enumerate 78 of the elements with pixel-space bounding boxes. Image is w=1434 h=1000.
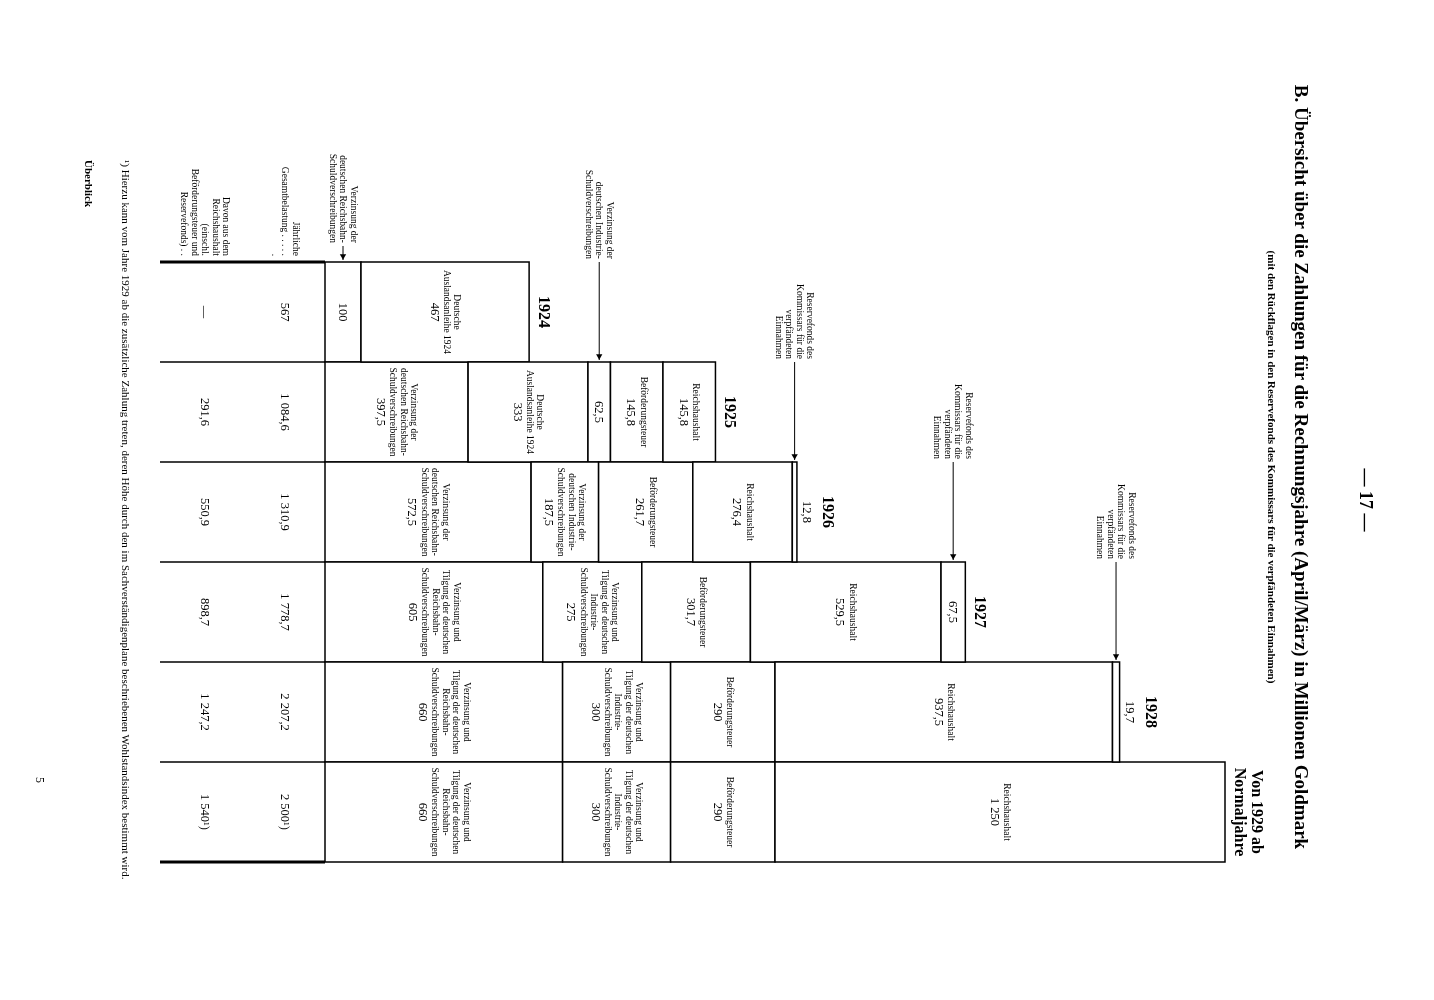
total-label: 1 310,9 — [278, 493, 292, 531]
text: 5 — [33, 777, 47, 783]
data-label: 67,5 — [946, 601, 961, 623]
data-label: 290 — [710, 702, 725, 722]
series-label: Verzinsung der deutschen Industrie-Schuldverschreibungen — [556, 467, 588, 557]
text: Verzinsung der deutschen Industrie-Schuldverschreibungen — [583, 169, 615, 259]
text: Deutsche Auslandsanleihe 1924 — [524, 369, 546, 455]
data-label: 605 — [405, 602, 420, 622]
total-label: 567 — [278, 302, 292, 322]
text: Überblick — [83, 160, 95, 208]
y-tick-label: 1927 — [972, 596, 990, 628]
y-tick-label: 1928 — [1142, 696, 1160, 728]
total-label: 1 084,6 — [278, 393, 292, 431]
data-label: 333 — [510, 402, 525, 422]
text: Reichshaushalt — [1002, 783, 1012, 841]
text: Reichshaushalt — [847, 583, 858, 641]
text: Reichshaushalt — [744, 483, 755, 541]
total-label: 1 778,7 — [278, 593, 292, 631]
data-label: 290 — [710, 802, 725, 822]
total-label: 2 207,2 — [278, 693, 292, 731]
y-tick-label: 1924 — [536, 296, 554, 328]
text: Jährliche Gesamtbelastung . . . . . . — [269, 166, 301, 256]
total-label: 2 500¹) — [278, 793, 292, 831]
data-label: 19,7 — [1122, 701, 1137, 723]
series-label: Deutsche Auslandsanleihe 1924 — [441, 269, 463, 355]
data-label: 62,5 — [592, 401, 607, 423]
data-label: 572,5 — [405, 497, 420, 527]
text: 1 247,2 — [198, 693, 212, 731]
text: Verzinsung der deutschen Reichsbahn-Schuldverschreibungen — [327, 153, 359, 243]
data-label: 301,7 — [683, 597, 698, 627]
text: Davon aus dem Reichshaushalt (einschl. Beförderungsteuer und Reservefonds) . . — [178, 168, 231, 257]
data-label: 145,8 — [676, 397, 691, 427]
series-label: Beförderungsteuer — [638, 376, 649, 449]
text: Verzinsung und Tilgung der deutschen Reichsbahn-Schuldverschreibungen — [430, 667, 472, 757]
series-label: Reichshaushalt — [691, 383, 702, 442]
text: 898,7 — [198, 597, 212, 627]
data-label: 397,5 — [373, 397, 388, 427]
data-label: 12,8 — [799, 501, 814, 523]
y-tick-label: 1926 — [819, 496, 837, 528]
data-label: 1 250 — [987, 797, 1002, 827]
text: Verzinsung und Tilgung der deutschen Reichsbahn-Schuldverschreibungen — [430, 767, 472, 857]
data-label: 261,7 — [633, 497, 648, 527]
text: — — [198, 304, 212, 319]
text: Verzinsung und Tilgung der deutschen Industrie-Schuldverschreibungen — [602, 767, 645, 857]
y-tick-label: 1925 — [722, 396, 740, 428]
data-label: 300 — [588, 802, 603, 822]
data-label: 660 — [415, 702, 430, 722]
text: Verzinsung der deutschen Reichsbahn-Schuldverschreibungen — [388, 367, 420, 457]
series-label: Verzinsung und Tilgung der deutschen Industrie-Schuldverschreibungen — [578, 567, 621, 657]
data-label: 145,8 — [624, 397, 639, 427]
text: Verzinsung und Tilgung der deutschen Industrie-Schuldverschreibungen — [602, 667, 645, 757]
text: Reservefonds des Kommissars für die verpfändeten Einnahmen — [932, 384, 974, 460]
data-label: 187,5 — [542, 497, 557, 527]
data-label: 529,5 — [833, 597, 848, 627]
data-label: 275 — [564, 602, 579, 622]
text: Beförderungsteuer — [724, 776, 735, 848]
text: 1 540¹) — [198, 793, 212, 831]
data-label: 937,5 — [931, 697, 946, 727]
y-tick-label: Von 1929 ab Normaljahre — [1231, 767, 1266, 857]
text: 550,9 — [198, 497, 212, 527]
text: Reservefonds des Kommissars für die verpfändeten Einnahmen — [773, 284, 816, 359]
data-label: 276,4 — [730, 497, 745, 527]
text: Reservefonds des Kommissars für die verpfändeten Einnahmen — [1095, 484, 1137, 559]
text: B. Übersicht über die Zahlungen für die Rechnungsjahre (April/März) in Millionen Goldmark — [1290, 84, 1312, 850]
text: 291,6 — [198, 397, 212, 427]
data-label: 660 — [415, 802, 430, 822]
text: Beförderungsteuer — [698, 576, 709, 648]
data-label: 300 — [588, 702, 603, 722]
text: Reichshaushalt — [945, 683, 956, 741]
text: — 17 — — [1356, 467, 1376, 533]
text: ¹) Hierzu kann vom Jahre 1929 ab die zusätzliche Zahlung treten, deren Höhe durch den im Sachverständigenplane beschriebenen Wohlstandsindex bestimmt wird. — [119, 160, 132, 880]
text: (mit den Rückflagen in den Reservefonds des Kommissars für die verpfändeten Einnahmen) — [1265, 250, 1278, 684]
text: Beförderungsteuer — [724, 676, 735, 748]
data-label: 100 — [336, 302, 350, 322]
series-label: Verzinsung und Tilgung der deutschen Reichsbahn-Schuldverschreibungen — [420, 567, 462, 657]
series-label: Verzinsung der deutschen Reichsbahn-Schuldverschreibungen — [419, 467, 451, 557]
data-label: 467 — [427, 302, 442, 322]
text: Beförderungsteuer — [647, 476, 658, 548]
